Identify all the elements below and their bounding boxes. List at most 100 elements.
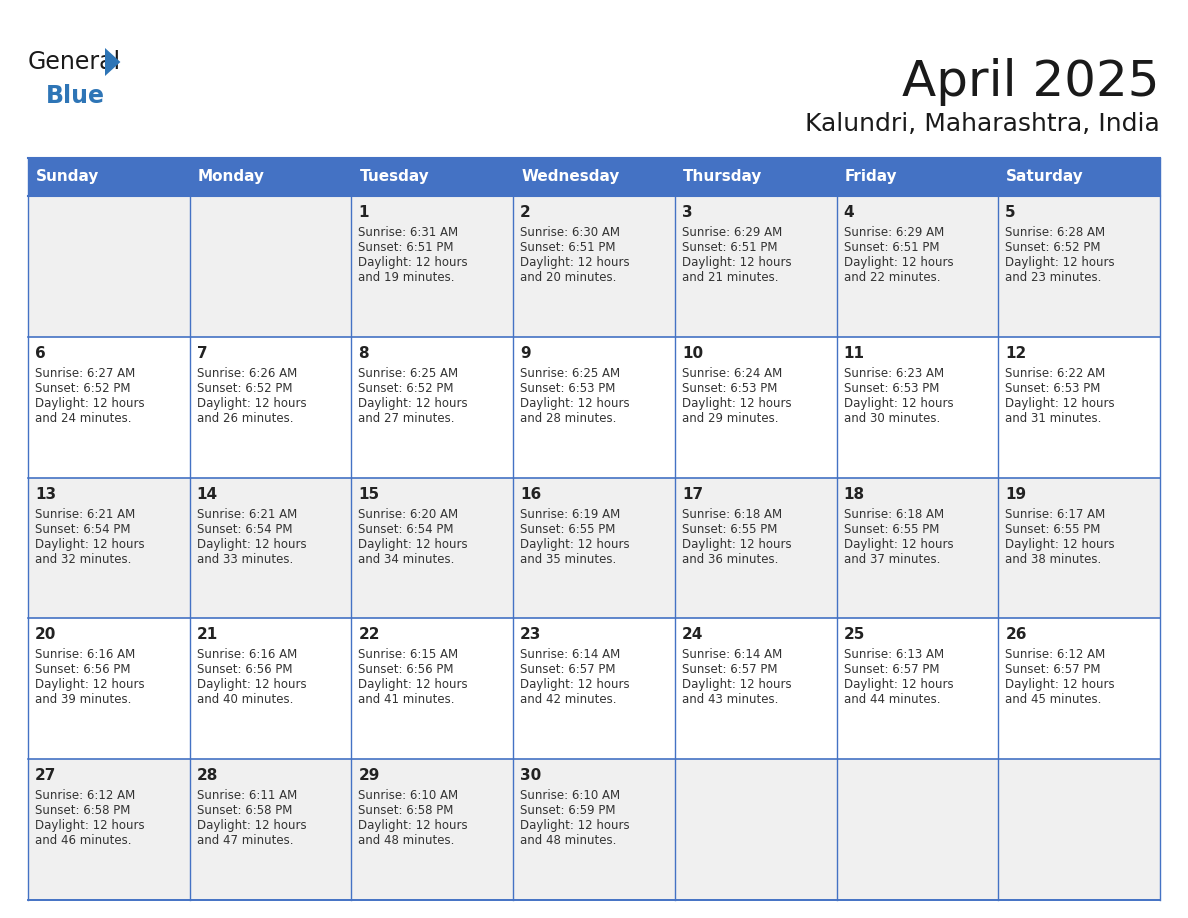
Bar	[352, 619, 513, 759]
Text: 3: 3	[682, 205, 693, 220]
Text: Daylight: 12 hours: Daylight: 12 hours	[197, 397, 307, 409]
Text: Sunrise: 6:25 AM: Sunrise: 6:25 AM	[520, 367, 620, 380]
Bar	[352, 477, 513, 619]
Text: Daylight: 12 hours: Daylight: 12 hours	[843, 397, 953, 409]
Text: Sunrise: 6:19 AM: Sunrise: 6:19 AM	[520, 508, 620, 521]
Text: Sunset: 6:51 PM: Sunset: 6:51 PM	[359, 241, 454, 254]
Text: Sunset: 6:54 PM: Sunset: 6:54 PM	[197, 522, 292, 535]
Text: Sunrise: 6:21 AM: Sunrise: 6:21 AM	[34, 508, 135, 521]
Bar	[513, 619, 675, 759]
Bar	[998, 337, 1159, 477]
Text: and 19 minutes.: and 19 minutes.	[359, 271, 455, 284]
Text: Daylight: 12 hours: Daylight: 12 hours	[520, 256, 630, 269]
Text: Sunset: 6:55 PM: Sunset: 6:55 PM	[520, 522, 615, 535]
Text: Sunrise: 6:14 AM: Sunrise: 6:14 AM	[520, 648, 620, 661]
Text: Sunrise: 6:24 AM: Sunrise: 6:24 AM	[682, 367, 782, 380]
Text: Sunrise: 6:18 AM: Sunrise: 6:18 AM	[682, 508, 782, 521]
Text: Sunset: 6:56 PM: Sunset: 6:56 PM	[197, 664, 292, 677]
Text: Sunrise: 6:27 AM: Sunrise: 6:27 AM	[34, 367, 135, 380]
Text: Sunset: 6:57 PM: Sunset: 6:57 PM	[1005, 664, 1101, 677]
Text: and 29 minutes.: and 29 minutes.	[682, 412, 778, 425]
Text: 9: 9	[520, 346, 531, 361]
Bar	[190, 619, 352, 759]
Bar	[29, 477, 190, 619]
Bar	[190, 477, 352, 619]
Text: 19: 19	[1005, 487, 1026, 501]
Text: Sunrise: 6:10 AM: Sunrise: 6:10 AM	[359, 789, 459, 802]
Text: Sunrise: 6:29 AM: Sunrise: 6:29 AM	[843, 226, 943, 239]
Text: 2: 2	[520, 205, 531, 220]
Text: Daylight: 12 hours: Daylight: 12 hours	[520, 538, 630, 551]
Text: Sunset: 6:54 PM: Sunset: 6:54 PM	[34, 522, 131, 535]
Bar	[836, 158, 998, 196]
Bar	[29, 337, 190, 477]
Text: Sunset: 6:52 PM: Sunset: 6:52 PM	[1005, 241, 1101, 254]
Text: 23: 23	[520, 627, 542, 643]
Text: and 48 minutes.: and 48 minutes.	[520, 834, 617, 847]
Text: and 41 minutes.: and 41 minutes.	[359, 693, 455, 706]
Text: and 22 minutes.: and 22 minutes.	[843, 271, 940, 284]
Text: and 21 minutes.: and 21 minutes.	[682, 271, 778, 284]
Text: 10: 10	[682, 346, 703, 361]
Text: Sunset: 6:55 PM: Sunset: 6:55 PM	[843, 522, 939, 535]
Text: Sunset: 6:53 PM: Sunset: 6:53 PM	[682, 382, 777, 395]
Bar	[675, 196, 836, 337]
Text: 15: 15	[359, 487, 379, 501]
Bar	[836, 196, 998, 337]
Bar	[513, 196, 675, 337]
Bar	[29, 619, 190, 759]
Text: Daylight: 12 hours: Daylight: 12 hours	[520, 678, 630, 691]
Bar	[836, 619, 998, 759]
Text: 6: 6	[34, 346, 46, 361]
Text: Sunrise: 6:29 AM: Sunrise: 6:29 AM	[682, 226, 782, 239]
Text: Kalundri, Maharashtra, India: Kalundri, Maharashtra, India	[805, 112, 1159, 136]
Text: Sunset: 6:59 PM: Sunset: 6:59 PM	[520, 804, 615, 817]
Text: Sunrise: 6:10 AM: Sunrise: 6:10 AM	[520, 789, 620, 802]
Text: Sunset: 6:57 PM: Sunset: 6:57 PM	[843, 664, 939, 677]
Text: Monday: Monday	[197, 170, 265, 185]
Text: and 24 minutes.: and 24 minutes.	[34, 412, 132, 425]
Bar	[836, 337, 998, 477]
Text: Daylight: 12 hours: Daylight: 12 hours	[359, 397, 468, 409]
Text: Sunrise: 6:21 AM: Sunrise: 6:21 AM	[197, 508, 297, 521]
Text: and 44 minutes.: and 44 minutes.	[843, 693, 940, 706]
Text: Daylight: 12 hours: Daylight: 12 hours	[197, 819, 307, 833]
Bar	[998, 196, 1159, 337]
Bar	[675, 619, 836, 759]
Text: and 31 minutes.: and 31 minutes.	[1005, 412, 1101, 425]
Bar	[675, 158, 836, 196]
Text: Daylight: 12 hours: Daylight: 12 hours	[34, 538, 145, 551]
Bar	[998, 477, 1159, 619]
Text: and 33 minutes.: and 33 minutes.	[197, 553, 293, 565]
Text: Sunset: 6:57 PM: Sunset: 6:57 PM	[682, 664, 777, 677]
Bar	[675, 477, 836, 619]
Text: Daylight: 12 hours: Daylight: 12 hours	[843, 256, 953, 269]
Bar	[352, 759, 513, 900]
Text: Daylight: 12 hours: Daylight: 12 hours	[34, 397, 145, 409]
Text: and 38 minutes.: and 38 minutes.	[1005, 553, 1101, 565]
Text: Sunrise: 6:30 AM: Sunrise: 6:30 AM	[520, 226, 620, 239]
Text: and 47 minutes.: and 47 minutes.	[197, 834, 293, 847]
Bar	[29, 759, 190, 900]
Bar	[352, 158, 513, 196]
Text: 13: 13	[34, 487, 56, 501]
Text: Sunset: 6:53 PM: Sunset: 6:53 PM	[843, 382, 939, 395]
Bar	[836, 759, 998, 900]
Polygon shape	[105, 48, 120, 76]
Text: Sunset: 6:56 PM: Sunset: 6:56 PM	[34, 664, 131, 677]
Text: and 35 minutes.: and 35 minutes.	[520, 553, 617, 565]
Text: Daylight: 12 hours: Daylight: 12 hours	[1005, 256, 1114, 269]
Text: 7: 7	[197, 346, 208, 361]
Text: Daylight: 12 hours: Daylight: 12 hours	[1005, 678, 1114, 691]
Text: Sunset: 6:55 PM: Sunset: 6:55 PM	[1005, 522, 1100, 535]
Text: and 34 minutes.: and 34 minutes.	[359, 553, 455, 565]
Text: 1: 1	[359, 205, 369, 220]
Text: Sunday: Sunday	[36, 170, 100, 185]
Bar	[190, 158, 352, 196]
Text: Sunrise: 6:23 AM: Sunrise: 6:23 AM	[843, 367, 943, 380]
Text: Sunrise: 6:20 AM: Sunrise: 6:20 AM	[359, 508, 459, 521]
Text: Daylight: 12 hours: Daylight: 12 hours	[682, 256, 791, 269]
Text: Daylight: 12 hours: Daylight: 12 hours	[359, 819, 468, 833]
Text: Daylight: 12 hours: Daylight: 12 hours	[359, 678, 468, 691]
Text: Sunset: 6:56 PM: Sunset: 6:56 PM	[359, 664, 454, 677]
